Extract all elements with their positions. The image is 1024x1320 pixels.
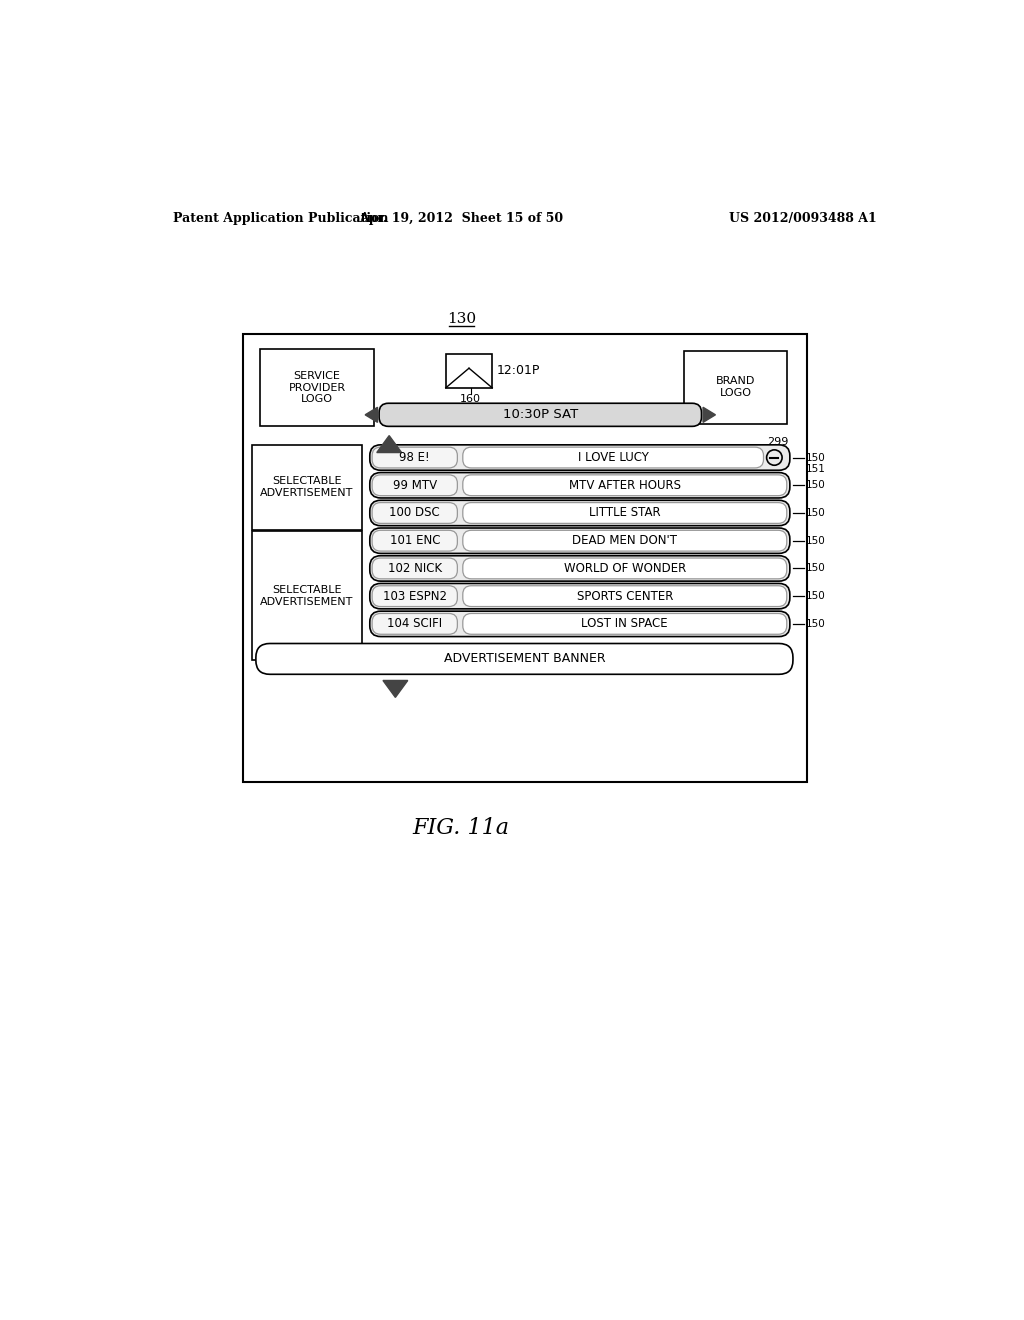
Polygon shape [366,408,378,422]
FancyBboxPatch shape [370,556,790,581]
Text: 102 NICK: 102 NICK [388,562,441,576]
Text: 101 ENC: 101 ENC [389,535,440,548]
Text: 104 SCIFI: 104 SCIFI [387,618,442,631]
Text: 99 MTV: 99 MTV [392,479,437,492]
FancyBboxPatch shape [463,447,764,469]
FancyBboxPatch shape [256,644,793,675]
FancyBboxPatch shape [379,404,701,426]
Text: 150: 150 [805,564,825,573]
Text: WORLD OF WONDER: WORLD OF WONDER [563,562,686,576]
Text: 151: 151 [805,463,825,474]
Text: 160: 160 [460,393,481,404]
Text: 150: 150 [805,508,825,517]
Text: I LOVE LUCY: I LOVE LUCY [578,451,648,465]
FancyBboxPatch shape [463,614,786,635]
Bar [243,334,807,781]
FancyBboxPatch shape [372,586,458,607]
FancyBboxPatch shape [372,614,458,635]
Text: ADVERTISEMENT BANNER: ADVERTISEMENT BANNER [443,652,605,665]
Text: 103 ESPN2: 103 ESPN2 [383,590,446,603]
Text: BRAND
LOGO: BRAND LOGO [716,376,756,397]
Text: 12:01P: 12:01P [497,364,541,378]
FancyBboxPatch shape [372,558,458,579]
Text: 98 E!: 98 E! [399,451,430,465]
FancyBboxPatch shape [463,586,786,607]
FancyBboxPatch shape [370,611,790,636]
Text: 150: 150 [805,480,825,490]
FancyBboxPatch shape [370,445,790,470]
Text: Patent Application Publication: Patent Application Publication [173,213,388,224]
Text: Apr. 19, 2012  Sheet 15 of 50: Apr. 19, 2012 Sheet 15 of 50 [359,213,563,224]
Text: SPORTS CENTER: SPORTS CENTER [577,590,673,603]
Bar [260,350,375,426]
Text: SERVICE
PROVIDER
LOGO: SERVICE PROVIDER LOGO [289,371,346,404]
Bar [684,351,786,424]
Text: 150: 150 [805,453,825,462]
Text: FIG. 11a: FIG. 11a [413,817,510,840]
FancyBboxPatch shape [370,528,790,553]
Bar [252,445,362,529]
Text: SELECTABLE
ADVERTISEMENT: SELECTABLE ADVERTISEMENT [260,477,353,498]
Text: US 2012/0093488 A1: US 2012/0093488 A1 [729,213,877,224]
FancyBboxPatch shape [463,503,786,524]
Text: 299: 299 [767,437,788,446]
FancyBboxPatch shape [463,531,786,552]
Bar [252,531,362,660]
Text: MTV AFTER HOURS: MTV AFTER HOURS [568,479,681,492]
Text: 150: 150 [805,536,825,545]
Text: SELECTABLE
ADVERTISEMENT: SELECTABLE ADVERTISEMENT [260,585,353,607]
FancyBboxPatch shape [370,473,790,498]
FancyBboxPatch shape [463,558,786,579]
Text: DEAD MEN DON'T: DEAD MEN DON'T [572,535,677,548]
Bar [445,354,493,388]
Text: 100 DSC: 100 DSC [389,507,440,520]
Text: 10:30P SAT: 10:30P SAT [503,408,578,421]
Text: 130: 130 [446,313,476,326]
Polygon shape [377,436,401,453]
FancyBboxPatch shape [372,503,458,524]
Polygon shape [383,681,408,697]
FancyBboxPatch shape [463,475,786,496]
Polygon shape [703,408,716,422]
FancyBboxPatch shape [370,500,790,525]
FancyBboxPatch shape [372,475,458,496]
Text: LITTLE STAR: LITTLE STAR [589,507,660,520]
Text: LOST IN SPACE: LOST IN SPACE [582,618,668,631]
Text: 150: 150 [805,591,825,601]
FancyBboxPatch shape [372,531,458,552]
FancyBboxPatch shape [372,447,458,469]
FancyBboxPatch shape [370,583,790,609]
Text: 150: 150 [805,619,825,628]
